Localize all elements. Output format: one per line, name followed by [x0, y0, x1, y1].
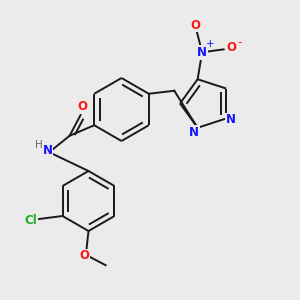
Text: -: -	[237, 36, 242, 49]
Text: N: N	[197, 46, 207, 59]
Text: O: O	[80, 249, 90, 262]
Text: +: +	[206, 39, 215, 49]
Text: O: O	[226, 41, 236, 54]
Text: Cl: Cl	[24, 214, 37, 227]
Text: O: O	[190, 19, 200, 32]
Text: O: O	[77, 100, 88, 113]
Text: N: N	[226, 113, 236, 127]
Text: H: H	[35, 140, 43, 150]
Text: N: N	[189, 126, 199, 139]
Text: N: N	[43, 144, 53, 157]
